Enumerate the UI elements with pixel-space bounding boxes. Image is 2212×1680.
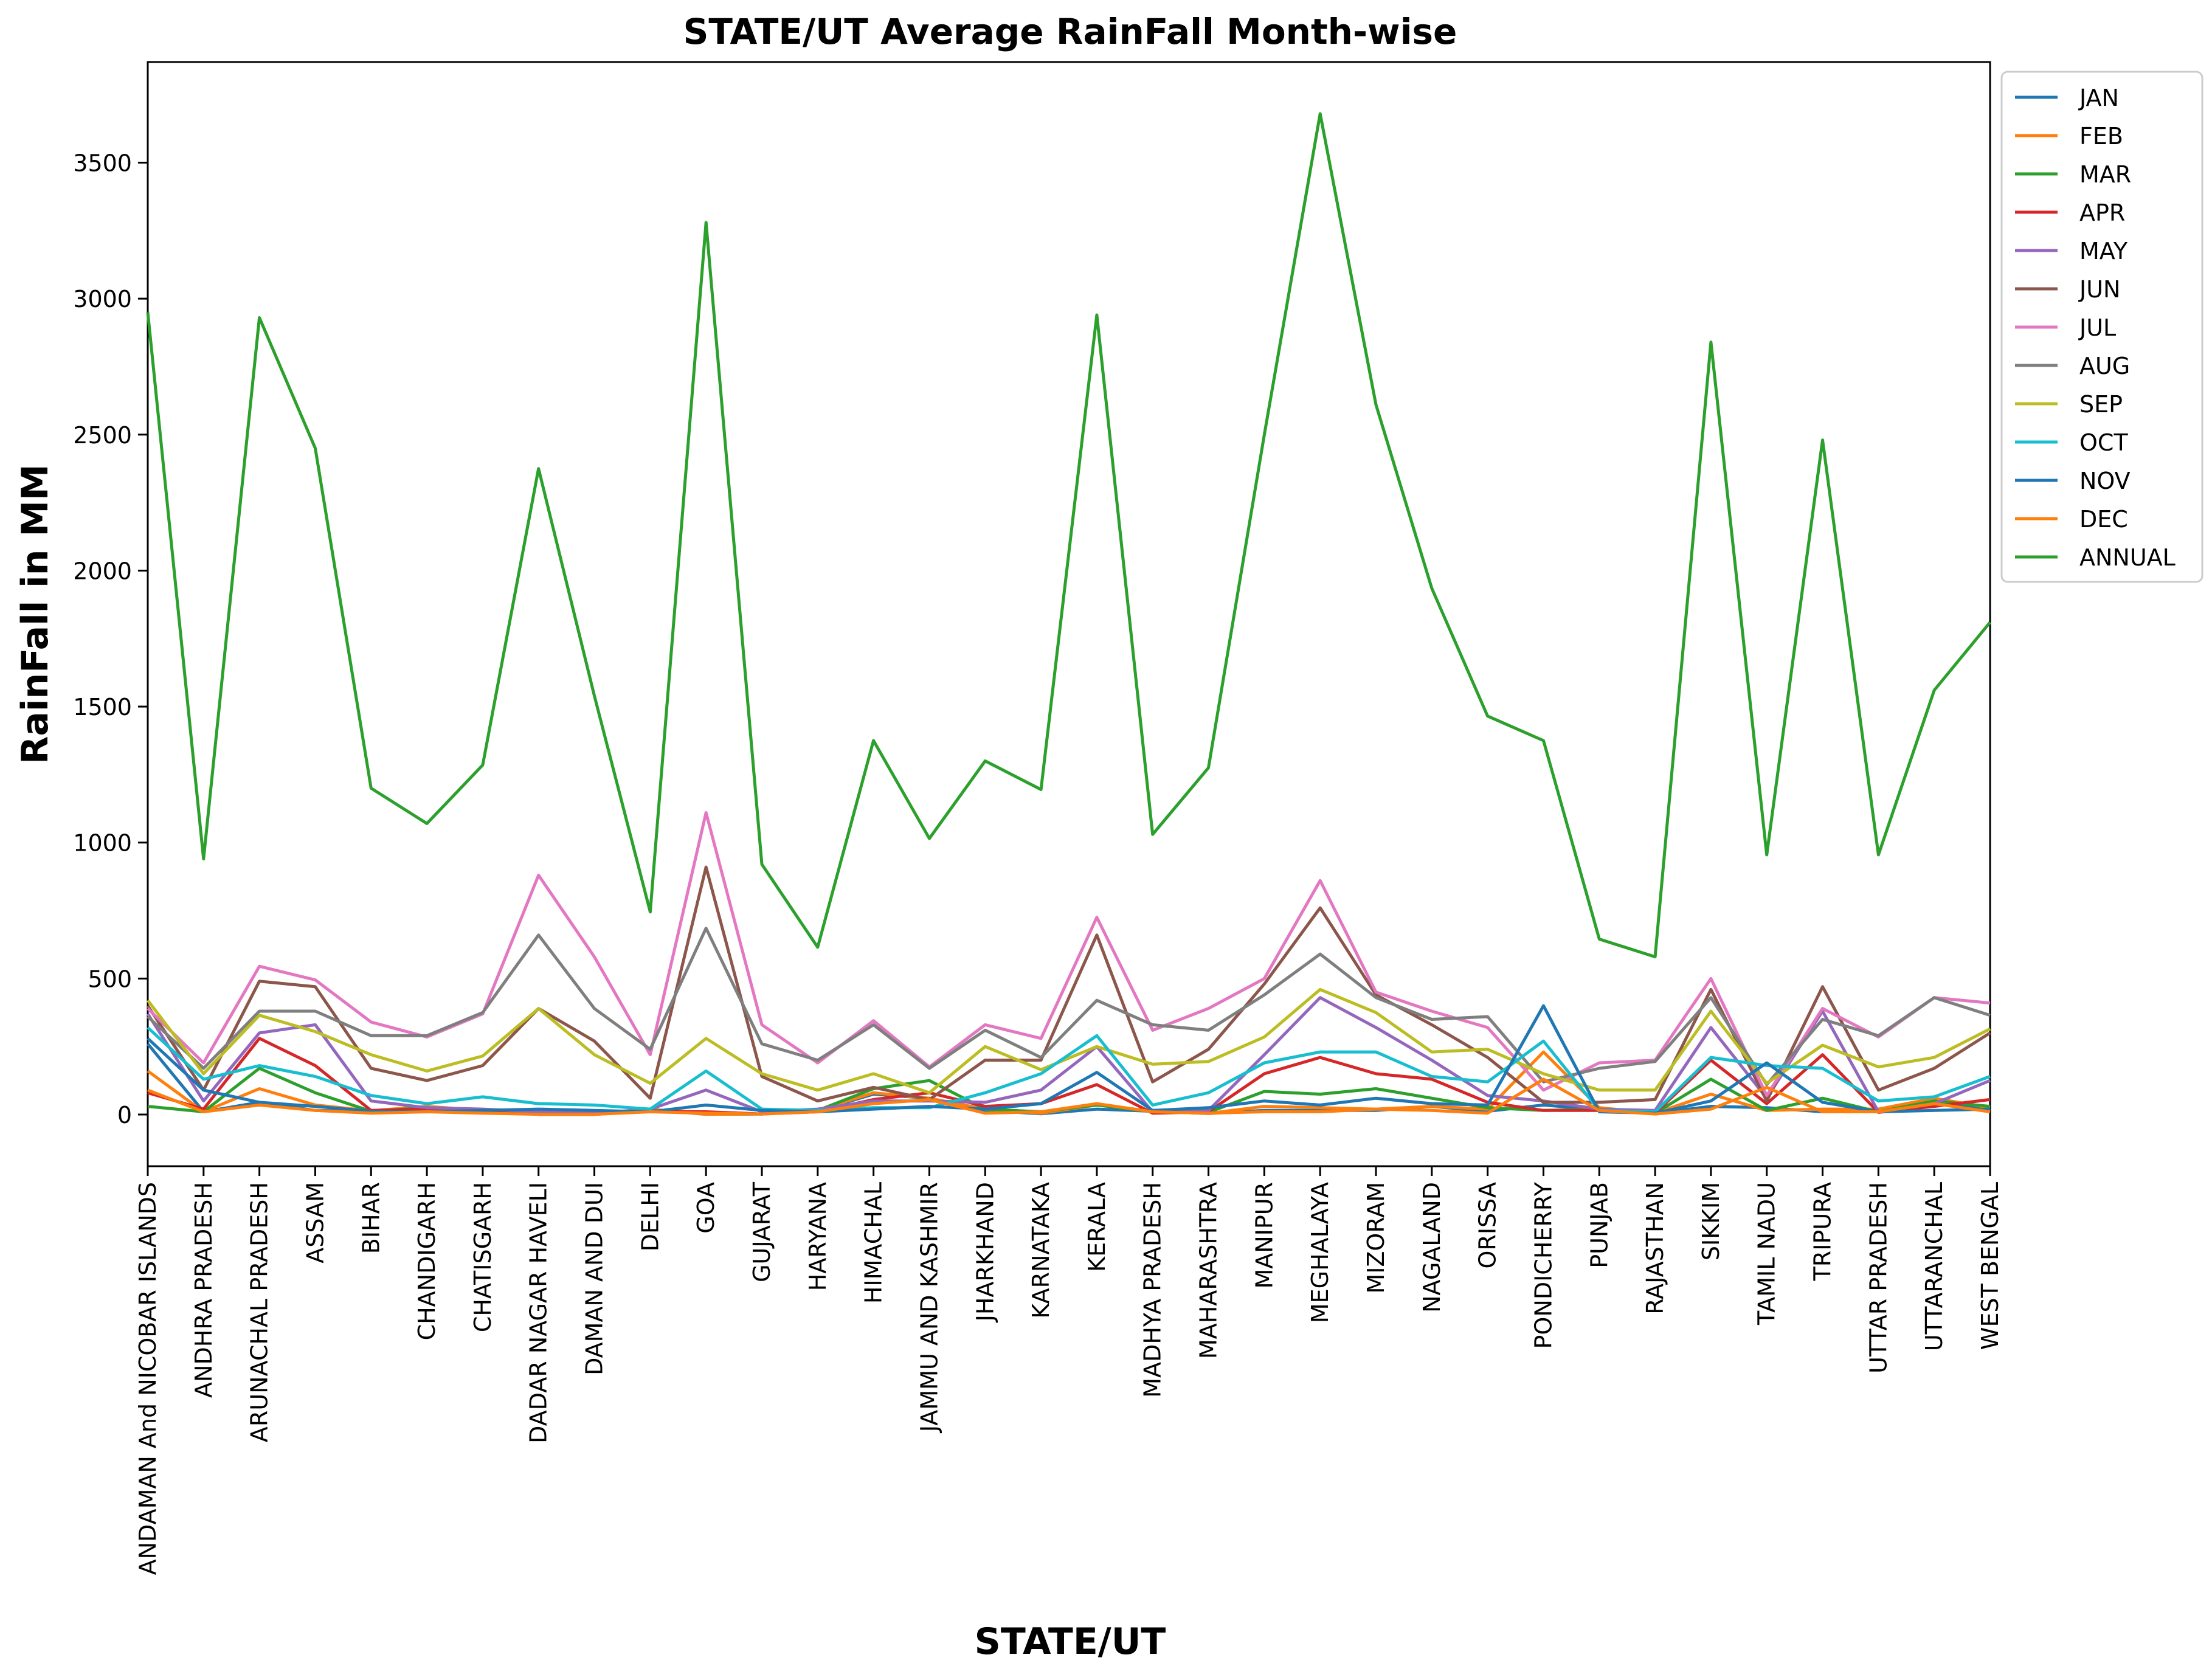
x-tick-label: KERALA: [1084, 1182, 1110, 1272]
legend-label: APR: [2079, 199, 2125, 226]
legend-label: DEC: [2079, 506, 2128, 533]
x-tick-label: DAMAN AND DUI: [581, 1182, 608, 1375]
x-axis-label: STATE/UT: [975, 1620, 1166, 1663]
x-tick-label: CHATISGARH: [469, 1182, 496, 1332]
y-axis: 0 500 1000 1500 2000 2500 3000 3500: [73, 150, 148, 1129]
x-tick-label: JHARKHAND: [972, 1182, 998, 1322]
y-tick-label: 3000: [73, 286, 132, 313]
x-tick-label: NAGALAND: [1419, 1182, 1445, 1313]
chart-title: STATE/UT Average RainFall Month-wise: [683, 11, 1457, 52]
x-axis: ANDAMAN And NICOBAR ISLANDS ANDHRA PRADES…: [134, 1166, 2003, 1575]
y-tick-label: 2500: [73, 422, 132, 449]
legend-label: FEB: [2079, 123, 2123, 150]
y-tick-label: 1500: [73, 694, 132, 721]
x-tick-label: WEST BENGAL: [1977, 1182, 2003, 1350]
x-tick-label: UTTARANCHAL: [1921, 1182, 1948, 1351]
x-tick-label: MADHYA PRADESH: [1139, 1182, 1166, 1398]
x-tick-label: DADAR NAGAR HAVELI: [525, 1182, 552, 1443]
x-tick-label: TAMIL NADU: [1754, 1182, 1780, 1326]
legend-label: JUL: [2078, 314, 2116, 341]
x-tick-label: UTTAR PRADESH: [1865, 1182, 1892, 1374]
y-tick-label: 0: [117, 1102, 132, 1129]
legend-label: AUG: [2079, 353, 2130, 379]
series-line-aug: [147, 927, 1991, 1087]
x-tick-label: PONDICHERRY: [1530, 1181, 1557, 1349]
x-tick-label: MEGHALAYA: [1307, 1182, 1333, 1323]
legend-label: MAR: [2079, 161, 2131, 188]
x-tick-label: GUJARAT: [748, 1181, 775, 1282]
plot-frame: [147, 61, 1991, 1167]
y-tick-label: 3500: [73, 150, 132, 176]
y-tick-label: 500: [88, 966, 132, 992]
legend-label: NOV: [2079, 468, 2131, 494]
x-tick-label: ANDAMAN And NICOBAR ISLANDS: [134, 1182, 161, 1575]
legend-label: SEP: [2079, 391, 2123, 418]
x-tick-label: HIMACHAL: [860, 1182, 887, 1304]
series-line-sep: [147, 987, 1991, 1094]
x-tick-label: PUNJAB: [1586, 1182, 1612, 1268]
legend-box: [2000, 71, 2203, 583]
x-tick-label: ARUNACHAL PRADESH: [246, 1182, 273, 1442]
legend-label: MAY: [2079, 238, 2128, 264]
x-tick-label: GOA: [693, 1182, 719, 1234]
x-tick-label: ORISSA: [1474, 1182, 1501, 1268]
x-tick-label: CHANDIGARH: [413, 1182, 440, 1340]
x-tick-label: ANDHRA PRADESH: [190, 1182, 217, 1398]
series-line-dec: [147, 1077, 1991, 1116]
y-tick-label: 2000: [73, 558, 132, 584]
x-tick-label: MANIPUR: [1251, 1182, 1277, 1289]
y-tick-label: 1000: [73, 830, 132, 857]
series-layer: [146, 112, 1991, 1116]
legend-label: JAN: [2078, 85, 2119, 111]
x-tick-label: BIHAR: [358, 1182, 384, 1254]
x-tick-label: DELHI: [637, 1182, 663, 1251]
legend: JAN FEB MAR APR MAY JUN JUL AUG SEP OCT NOV DEC ANNU…: [2000, 71, 2203, 583]
x-tick-label: KARNATAKA: [1028, 1182, 1054, 1319]
x-tick-label: JAMMU AND KASHMIR: [916, 1182, 942, 1433]
x-tick-label: MIZORAM: [1363, 1182, 1389, 1294]
series-line-oct: [147, 1026, 1991, 1113]
legend-label: OCT: [2079, 429, 2128, 456]
legend-label: ANNUAL: [2079, 544, 2176, 571]
x-tick-label: RAJASTHAN: [1642, 1182, 1668, 1315]
legend-label: JUN: [2078, 276, 2120, 303]
x-tick-label: TRIPURA: [1809, 1182, 1836, 1281]
x-tick-label: HARYANA: [804, 1182, 831, 1291]
series-line-jun: [146, 865, 1991, 1104]
x-tick-label: SIKKIM: [1698, 1182, 1724, 1260]
y-axis-label: RainFall in MM: [14, 464, 57, 764]
x-tick-label: ASSAM: [302, 1182, 328, 1263]
x-tick-label: MAHARASHTRA: [1195, 1182, 1222, 1359]
series-line-may: [146, 996, 1991, 1115]
series-line-annual: [146, 112, 1991, 959]
